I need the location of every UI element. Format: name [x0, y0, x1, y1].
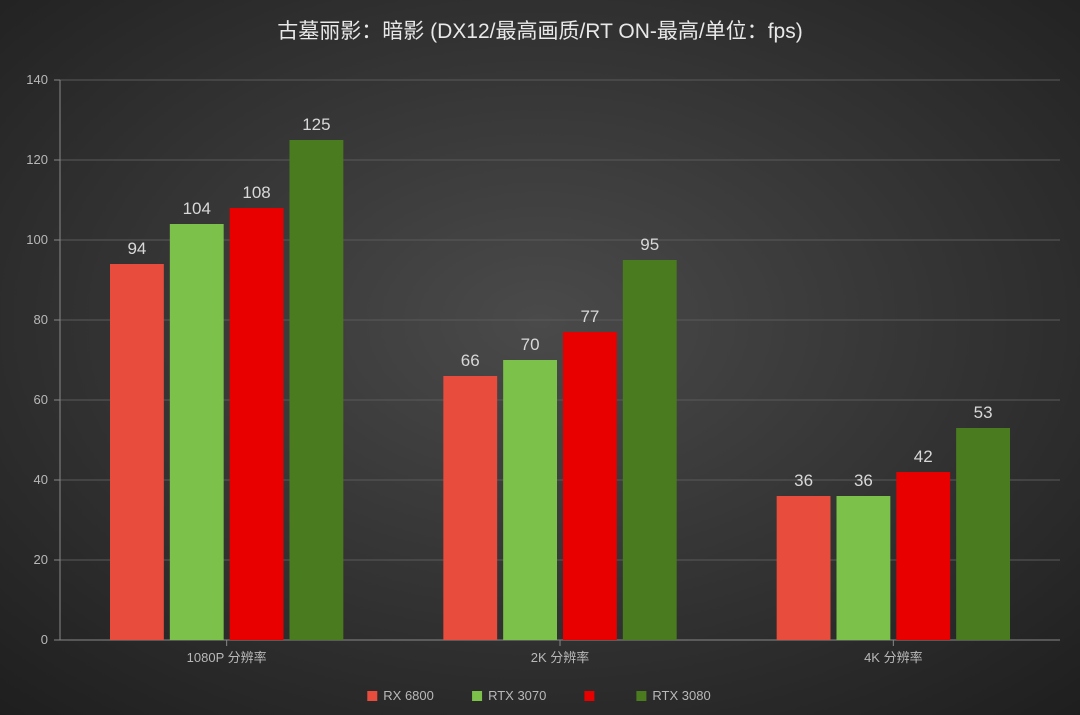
bar-value-label: 42	[914, 447, 933, 466]
bar-value-label: 104	[183, 199, 211, 218]
y-tick-label: 0	[41, 632, 48, 647]
bar	[777, 496, 831, 640]
benchmark-chart: 古墓丽影：暗影 (DX12/最高画质/RT ON-最高/单位：fps) 0 20 40…	[0, 0, 1080, 715]
bar-value-label: 36	[794, 471, 813, 490]
bar	[443, 376, 497, 640]
y-tick-label: 60	[34, 392, 48, 407]
y-tick-label: 40	[34, 472, 48, 487]
bar-value-label: 125	[302, 115, 330, 134]
bar-value-label: 36	[854, 471, 873, 490]
legend-label: RTX 3080	[652, 688, 710, 703]
bar	[623, 260, 677, 640]
bar-value-label: 77	[580, 307, 599, 326]
legend-swatch	[584, 691, 594, 701]
bar	[110, 264, 164, 640]
bar	[956, 428, 1010, 640]
y-tick-label: 120	[26, 152, 48, 167]
chart-title: 古墓丽影：暗影 (DX12/最高画质/RT ON-最高/单位：fps)	[277, 20, 802, 43]
x-category-label: 4K 分辨率	[864, 650, 923, 665]
bar	[170, 224, 224, 640]
bar	[503, 360, 557, 640]
legend-label: RTX 3070	[488, 688, 546, 703]
bar	[290, 140, 344, 640]
y-tick-label: 80	[34, 312, 48, 327]
legend-swatch	[367, 691, 377, 701]
bar-value-label: 94	[127, 239, 146, 258]
legend-swatch	[472, 691, 482, 701]
bar	[837, 496, 891, 640]
x-category-label: 1080P 分辨率	[187, 650, 267, 665]
bar-value-label: 108	[242, 183, 270, 202]
y-tick-label: 20	[34, 552, 48, 567]
bar	[896, 472, 950, 640]
legend-label: RX 6800	[383, 688, 434, 703]
y-tick-label: 140	[26, 72, 48, 87]
bar-value-label: 95	[640, 235, 659, 254]
bar	[230, 208, 284, 640]
bar	[563, 332, 617, 640]
bar-value-label: 66	[461, 351, 480, 370]
y-tick-label: 100	[26, 232, 48, 247]
bar-value-label: 70	[521, 335, 540, 354]
legend-swatch	[636, 691, 646, 701]
bar-value-label: 53	[974, 403, 993, 422]
x-category-label: 2K 分辨率	[531, 650, 590, 665]
